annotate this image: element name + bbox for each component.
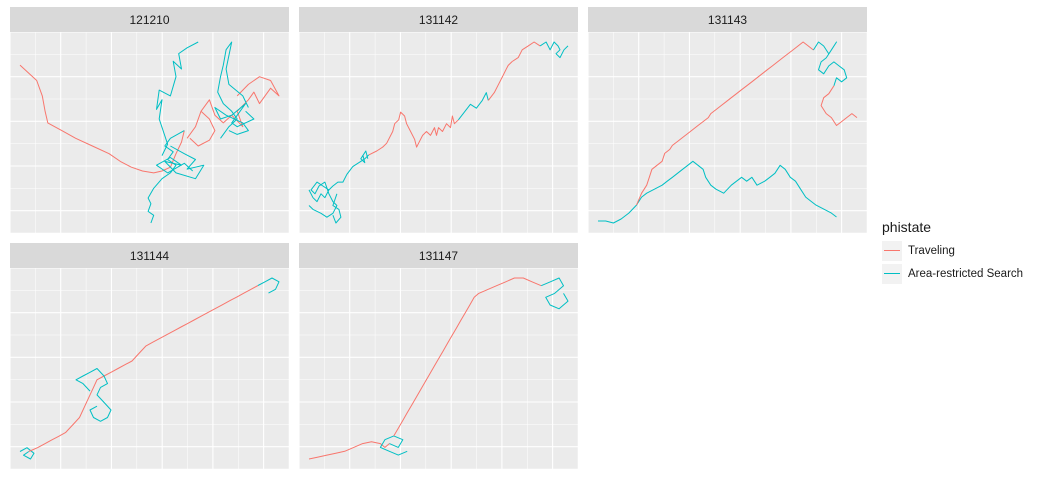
track-segment-area-restricted-search	[812, 41, 848, 86]
track-plot	[10, 32, 289, 233]
legend-title: phistate	[882, 219, 932, 235]
track-segment-traveling	[820, 85, 858, 126]
track-plot	[299, 268, 578, 469]
track-segment-area-restricted-search	[541, 277, 569, 310]
track-segment-area-restricted-search	[308, 181, 338, 218]
track-segment-area-restricted-search	[257, 277, 280, 294]
track-plot	[588, 32, 867, 233]
track-segment-traveling	[186, 76, 280, 139]
facet-panel: 121210	[10, 7, 289, 233]
legend-label: Area-restricted Search	[908, 267, 1024, 280]
track-segment-traveling	[636, 41, 814, 206]
track-segment-area-restricted-search	[75, 368, 112, 422]
track-segment-area-restricted-search	[156, 41, 199, 156]
track-plot	[299, 32, 578, 233]
legend-label: Traveling	[908, 244, 955, 257]
track-segment-area-restricted-search	[156, 145, 205, 180]
track-plot	[10, 268, 289, 469]
track-segment-area-restricted-search	[598, 160, 837, 224]
facet-panel: 131144	[10, 243, 289, 469]
facet-panel: 131147	[299, 243, 578, 469]
track-segment-traveling	[19, 64, 185, 174]
track-segment-area-restricted-search	[539, 41, 569, 59]
track-segment-traveling	[368, 111, 459, 156]
facet-panel: 131143	[588, 7, 867, 233]
plot-panel	[10, 32, 289, 233]
track-segment-traveling	[189, 110, 216, 147]
legend-key	[882, 240, 902, 261]
track-segment-area-restricted-search	[332, 193, 342, 224]
track-segment-area-restricted-search	[217, 41, 249, 139]
track-segment-area-restricted-search	[379, 435, 408, 456]
legend: phistate Traveling Area-restricted Searc…	[882, 219, 1052, 285]
track-segment-area-restricted-search	[360, 150, 369, 164]
track-segment-traveling	[487, 61, 513, 101]
track-segment-traveling	[511, 41, 541, 62]
facet-strip-label: 131147	[299, 243, 578, 268]
facet-strip-label: 131142	[299, 7, 578, 32]
track-segment-area-restricted-search	[458, 92, 489, 121]
legend-item-traveling: Traveling	[882, 239, 1052, 262]
plot-panel	[588, 32, 867, 233]
plot-panel	[299, 32, 578, 233]
track-segment-area-restricted-search	[19, 447, 35, 460]
facet-strip-label: 131144	[10, 243, 289, 268]
legend-key-line	[884, 273, 900, 274]
track-segment-area-restricted-search	[214, 103, 255, 135]
track-segment-traveling	[28, 285, 259, 452]
legend-key-line	[884, 250, 900, 251]
facet-strip-label: 121210	[10, 7, 289, 32]
legend-item-area-restricted-search: Area-restricted Search	[882, 262, 1052, 285]
plot-panel	[10, 268, 289, 469]
plot-panel	[299, 268, 578, 469]
facet-strip-label: 131143	[588, 7, 867, 32]
legend-key	[882, 263, 902, 284]
track-segment-area-restricted-search	[147, 130, 185, 224]
facet-panel: 131142	[299, 7, 578, 233]
track-segment-traveling	[393, 277, 542, 437]
